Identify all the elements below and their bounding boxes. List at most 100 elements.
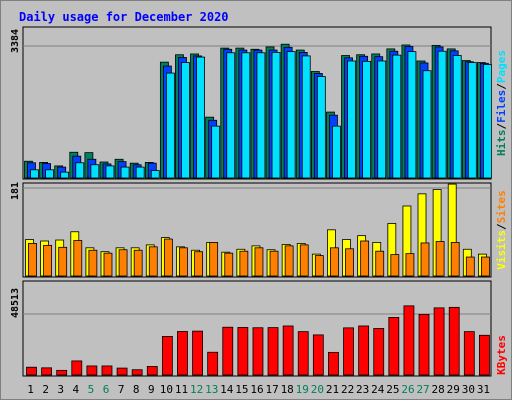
bar-sites-day-8 [133,249,143,277]
bar-pages-day-26 [407,51,417,179]
legend-visits: Visits [495,230,508,270]
bar-pages-day-21 [332,125,341,179]
x-tick-day-19: 19 [296,383,309,396]
bar-sites-day-30 [465,256,475,277]
panel-visits-sites: 181 Visits/Sites [10,182,508,278]
bar-pages-day-23 [362,60,372,179]
x-tick-day-20: 20 [311,383,324,396]
x-tick-day-22: 22 [341,383,354,396]
x-tick-day-28: 28 [432,383,445,396]
x-tick-day-16: 16 [250,383,263,396]
bar-kbytes-day-31 [479,334,490,376]
bar-kbytes-day-6 [101,365,113,376]
x-tick-day-13: 13 [205,383,218,396]
bar-pages-day-5 [90,164,100,179]
bar-pages-day-8 [135,166,145,179]
x-tick-day-4: 4 [73,383,80,396]
bar-sites-day-24 [375,250,385,277]
bar-pages-day-1 [30,169,39,179]
x-tick-day-24: 24 [371,383,385,396]
bar-pages-day-2 [45,169,54,179]
bar-kbytes-day-25 [388,317,400,376]
bar-kbytes-day-13 [207,351,219,376]
bar-kbytes-day-28 [433,307,445,376]
bar-sites-day-16 [254,247,264,277]
bar-kbytes-day-30 [463,331,475,376]
bar-pages-day-13 [211,125,221,179]
bar-sites-day-9 [148,246,158,277]
bar-pages-day-11 [181,62,190,179]
x-tick-day-27: 27 [416,383,429,396]
bar-sites-day-10 [163,238,173,277]
x-tick-day-11: 11 [175,383,188,396]
bar-kbytes-day-18 [282,325,294,376]
bar-kbytes-day-24 [373,328,385,376]
x-tick-day-21: 21 [326,383,339,396]
bar-pages-day-28 [437,50,447,179]
bar-kbytes-day-2 [41,367,52,376]
bar-sites-day-13 [209,242,219,277]
chart-title: Daily usage for December 2020 [19,10,229,24]
x-tick-day-6: 6 [103,383,110,396]
x-tick-day-23: 23 [356,383,369,396]
bar-sites-day-28 [435,241,445,277]
x-tick-day-1: 1 [27,383,34,396]
bar-pages-day-9 [150,170,160,179]
x-tick-day-8: 8 [133,383,140,396]
bar-kbytes-day-5 [86,365,98,376]
x-tick-day-14: 14 [220,383,234,396]
bar-sites-day-31 [481,256,490,277]
panel-kbytes: 48513 KBytes [10,280,508,377]
bar-sites-day-18 [284,245,294,277]
bar-sites-day-12 [194,251,203,277]
x-tick-day-10: 10 [160,383,173,396]
bar-kbytes-day-4 [71,360,83,376]
x-tick-day-30: 30 [462,383,475,396]
bar-sites-day-19 [299,244,309,277]
bar-sites-day-22 [345,248,354,277]
bar-pages-day-31 [483,64,492,179]
series-sites [28,238,490,277]
x-tick-day-9: 9 [148,383,155,396]
bar-pages-day-17 [271,51,281,179]
bar-kbytes-day-20 [312,334,324,376]
bar-pages-day-12 [196,56,205,179]
bar-kbytes-day-8 [131,369,143,376]
bar-pages-day-3 [60,171,70,179]
bar-pages-day-18 [286,51,296,179]
x-tick-day-31: 31 [477,383,490,396]
bar-kbytes-day-29 [448,306,460,376]
bar-sites-day-7 [118,249,128,277]
bar-sites-day-23 [360,240,370,277]
legend-files: Files [495,90,508,123]
bar-kbytes-day-12 [192,330,203,376]
bar-sites-day-14 [224,252,234,277]
panel-legend: Visits/Sites [495,190,508,270]
legend-separator: / [495,223,508,230]
bar-pages-day-15 [241,52,251,179]
panel-legend: Hits/Files/Pages [495,50,508,156]
bar-kbytes-day-3 [56,369,68,376]
bar-kbytes-day-27 [418,313,430,376]
bar-sites-day-6 [103,252,113,277]
bar-kbytes-day-16 [252,327,264,376]
bar-sites-day-11 [179,247,188,277]
bar-kbytes-day-26 [403,305,415,376]
chart-panels: 3384Hits/Files/Pages181Visits/Sites48513… [10,26,508,377]
y-max-tick-label: 181 [10,182,21,200]
legend-sites: Sites [495,190,508,223]
series-kbytes [26,305,490,376]
legend-separator: / [495,83,508,90]
y-max-tick-label: 48513 [10,288,21,318]
bar-pages-day-4 [75,162,85,179]
bar-pages-day-29 [452,55,462,179]
x-tick-day-7: 7 [118,383,125,396]
bar-kbytes-day-23 [358,325,370,376]
series-pages [30,50,492,179]
bar-pages-day-22 [347,60,356,179]
bar-sites-day-3 [58,246,68,277]
bar-kbytes-day-11 [177,331,188,376]
bar-kbytes-day-14 [222,326,234,376]
bar-pages-day-16 [256,52,266,179]
